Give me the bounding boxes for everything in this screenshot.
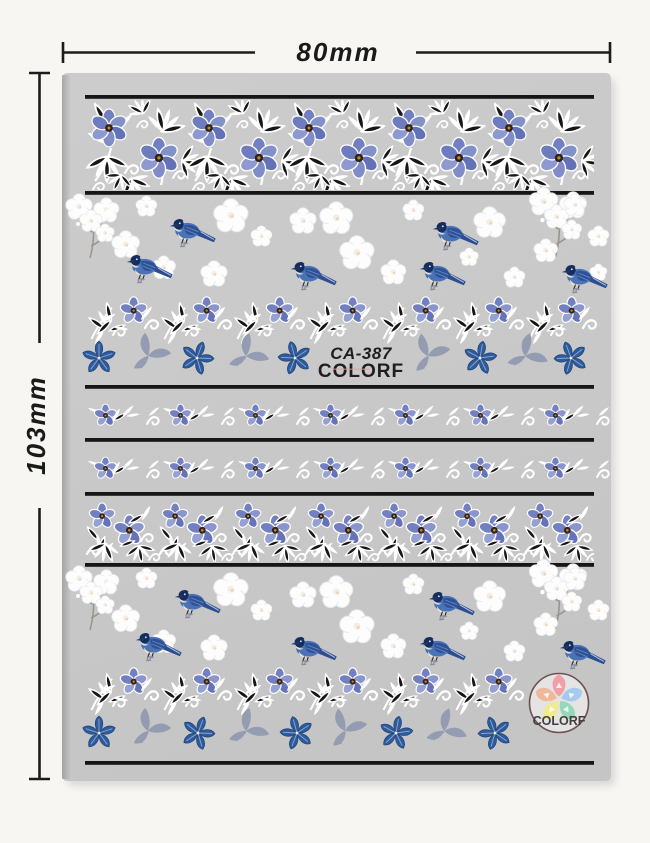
svg-text:103mm: 103mm — [21, 375, 51, 475]
svg-text:80mm: 80mm — [296, 37, 379, 67]
svg-text:COLORF: COLORF — [318, 361, 404, 382]
svg-text:CA-387: CA-387 — [330, 344, 393, 363]
